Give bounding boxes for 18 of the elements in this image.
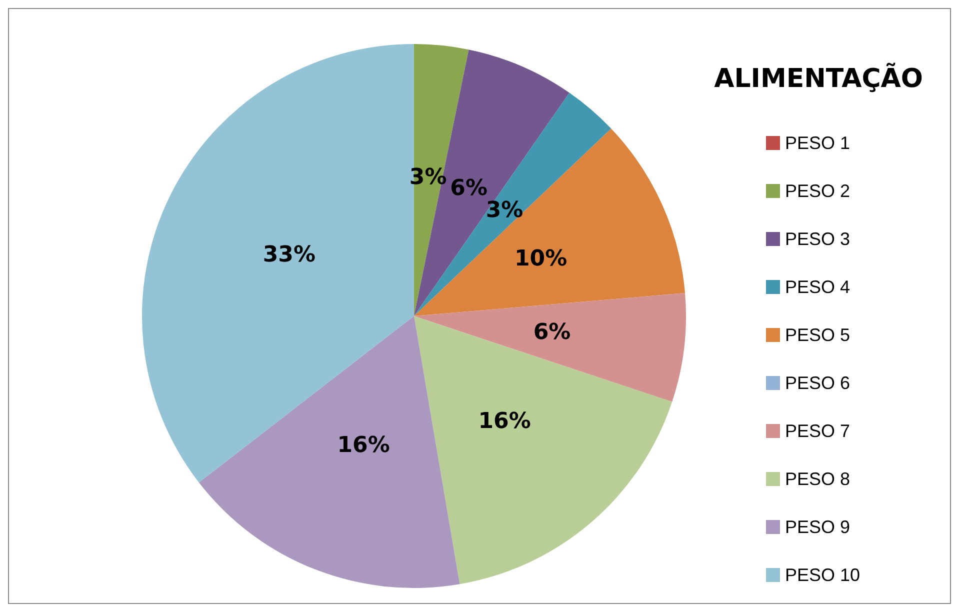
legend-label: PESO 9 [785,517,850,537]
legend-label: PESO 5 [785,325,850,345]
legend-label: PESO 8 [785,469,850,489]
data-label: 3% [486,198,524,224]
legend-label: PESO 10 [785,565,860,585]
legend-label: PESO 3 [785,229,850,249]
data-label: 16% [337,433,390,458]
data-label: 33% [262,242,316,268]
data-label: 6% [533,320,571,345]
legend-label: PESO 1 [785,133,850,153]
legend-label: PESO 4 [785,277,850,297]
legend-label: PESO 2 [785,181,850,201]
data-label: 10% [514,246,568,272]
legend-label: PESO 7 [785,421,850,441]
data-label: 16% [478,408,531,434]
legend-label: PESO 6 [785,373,850,393]
data-label: 6% [450,176,488,201]
text: ALIMENTAÇÃO [714,62,924,94]
